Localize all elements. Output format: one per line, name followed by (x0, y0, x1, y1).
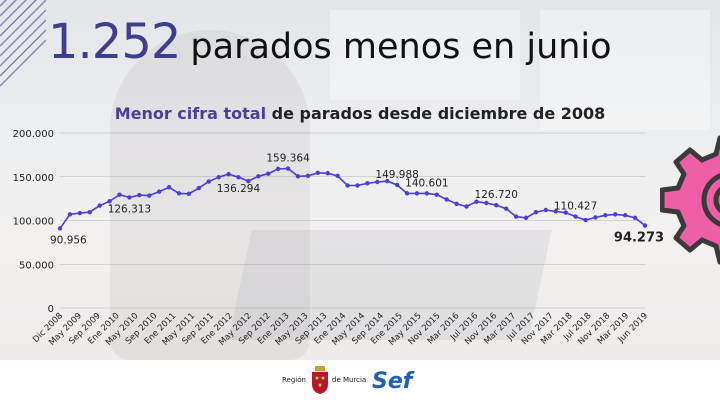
gear-icon (660, 135, 720, 265)
data-point (335, 173, 340, 179)
footer-region-text: Región (282, 376, 306, 384)
data-point (454, 201, 459, 207)
footer (0, 360, 720, 405)
data-point (226, 171, 231, 177)
data-point (196, 185, 202, 191)
data-label: 140.601 (405, 177, 448, 189)
region-shield-icon (312, 366, 328, 394)
data-point (166, 185, 172, 190)
data-label: 159.364 (266, 153, 310, 165)
data-point (494, 202, 499, 208)
data-point (603, 213, 608, 218)
data-label: 126.313 (108, 203, 151, 215)
data-point (127, 195, 132, 200)
data-point (266, 171, 271, 176)
data-point (156, 189, 162, 194)
data-label: 136.294 (217, 183, 261, 195)
y-tick-label: 0 (48, 304, 54, 315)
data-point (642, 223, 648, 228)
data-point (385, 178, 390, 184)
data-point (285, 166, 291, 171)
data-point (414, 191, 420, 196)
data-point (147, 193, 152, 198)
data-point (424, 191, 430, 196)
y-tick-label: 50.000 (19, 260, 54, 271)
data-point (67, 212, 73, 217)
series-line (59, 167, 646, 229)
data-point (107, 199, 112, 204)
data-point (583, 217, 588, 223)
data-point (464, 204, 469, 209)
y-tick-label: 200.000 (13, 129, 54, 140)
data-point (137, 192, 142, 198)
decorative-stripes (0, 0, 46, 87)
data-point (87, 209, 92, 215)
data-point (563, 210, 568, 215)
background-window (540, 10, 710, 130)
data-point (275, 166, 281, 172)
background-overlay (0, 0, 720, 360)
data-point (533, 209, 539, 215)
data-labels: 90.956 126.313 136.294 159.364 149.988140.60… (50, 153, 664, 247)
data-point (117, 192, 122, 197)
data-point (474, 199, 479, 204)
data-point (57, 226, 63, 231)
sef-logo: Sef (372, 369, 413, 394)
subtitle-rest: de parados desde diciembre de 2008 (266, 104, 606, 123)
data-point (246, 178, 251, 184)
data-point (553, 209, 558, 214)
data-point (593, 215, 598, 220)
chart-grid (60, 132, 645, 309)
data-label: 90.956 (50, 234, 87, 246)
data-point (77, 210, 83, 216)
series-paro (57, 166, 648, 231)
data-point (543, 207, 549, 213)
data-point (345, 183, 350, 188)
data-point (573, 214, 578, 219)
headline: 1.252 parados menos en junio (48, 14, 612, 70)
data-point (365, 181, 370, 186)
data-point (404, 191, 410, 196)
data-point (186, 191, 192, 197)
chart-subtitle: Menor cifra total de parados desde dicie… (0, 104, 720, 123)
data-point (444, 197, 449, 202)
data-point (355, 183, 360, 188)
data-point (236, 174, 241, 180)
y-axis-ticks: 0 50.000 100.000 150.000 200.000 (13, 129, 54, 315)
data-point (375, 179, 380, 185)
data-point (632, 215, 638, 221)
headline-number: 1.252 (48, 14, 181, 70)
y-tick-label: 150.000 (13, 173, 54, 184)
data-label: 126.720 (475, 189, 518, 201)
data-point (613, 212, 618, 217)
data-point (513, 214, 519, 219)
y-tick-label: 100.000 (13, 217, 54, 228)
data-point (97, 203, 102, 208)
data-point (394, 182, 400, 188)
data-label: 149.988 (375, 169, 418, 181)
data-point (503, 206, 509, 211)
data-point (295, 174, 301, 179)
data-point (256, 174, 261, 179)
data-point (523, 215, 529, 221)
data-point (305, 173, 311, 179)
background-window (330, 10, 520, 100)
data-point (216, 174, 221, 180)
headline-text: parados menos en junio (190, 27, 612, 67)
data-label: 94.273 (614, 231, 664, 246)
data-point (434, 192, 439, 197)
data-point (176, 191, 182, 196)
data-point (484, 200, 489, 206)
data-point (315, 170, 320, 176)
line-chart: 0 50.000 100.000 150.000 200.000 Dic 2008May… (13, 129, 664, 348)
footer-region-text-2: de Murcia (332, 376, 367, 384)
data-label: 110.427 (554, 201, 597, 213)
data-point (206, 179, 211, 184)
data-point (325, 171, 330, 176)
data-point (622, 213, 628, 218)
subtitle-highlight: Menor cifra total (114, 104, 267, 123)
